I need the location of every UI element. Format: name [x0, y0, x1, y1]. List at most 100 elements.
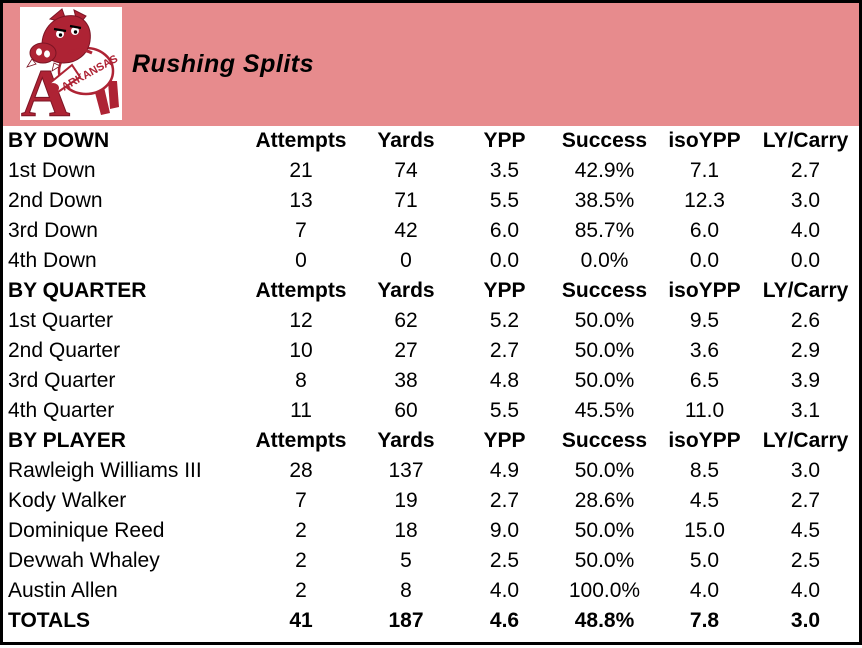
table-row: Austin Allen 2 8 4.0 100.0% 4.0 4.0 [3, 576, 859, 606]
row-label: 1st Down [8, 159, 96, 182]
cell-isoypp: 11.0 [684, 399, 725, 422]
cell-ypp: 2.7 [489, 489, 520, 512]
column-header-yards: Yards [377, 129, 435, 152]
cell-ly-carry: 3.9 [790, 369, 821, 392]
cell-success: 50.0% [574, 549, 635, 572]
cell-yards: 0 [400, 249, 412, 272]
cell-success: 85.7% [574, 219, 635, 242]
cell-yards: 18 [394, 519, 418, 542]
cell-success: 50.0% [574, 339, 635, 362]
column-header-attempts: Attempts [255, 429, 347, 452]
cell-yards: 19 [394, 489, 418, 512]
cell-attempts: 21 [289, 159, 313, 182]
row-label: Kody Walker [8, 489, 127, 512]
cell-isoypp: 4.0 [689, 579, 720, 602]
totals-ly-carry: 3.0 [790, 609, 821, 632]
cell-yards: 42 [394, 219, 418, 242]
row-label: Dominique Reed [8, 519, 165, 542]
cell-yards: 71 [394, 189, 418, 212]
column-header-ly-carry: LY/Carry [762, 429, 849, 452]
table-row: 1st Down 21 74 3.5 42.9% 7.1 2.7 [3, 156, 859, 186]
column-header-success: Success [561, 279, 648, 302]
totals-attempts: 41 [289, 609, 313, 632]
section-header-row: BY DOWN Attempts Yards YPP Success isoYPP LY/C… [3, 126, 859, 156]
row-label: Devwah Whaley [8, 549, 160, 572]
cell-success: 42.9% [574, 159, 635, 182]
rushing-splits-table: BY DOWN Attempts Yards YPP Success isoYPP LY/C… [3, 126, 859, 636]
cell-yards: 5 [400, 549, 412, 572]
column-header-isoypp: isoYPP [668, 429, 741, 452]
totals-ypp: 4.6 [489, 609, 520, 632]
cell-isoypp: 3.6 [689, 339, 720, 362]
totals-row: TOTALS 41 187 4.6 48.8% 7.8 3.0 [3, 606, 859, 636]
cell-success: 0.0% [580, 249, 629, 272]
totals-yards: 187 [388, 609, 424, 632]
section-label: BY QUARTER [8, 279, 147, 302]
cell-attempts: 13 [289, 189, 313, 212]
cell-isoypp: 8.5 [689, 459, 720, 482]
cell-yards: 62 [394, 309, 418, 332]
row-label: Austin Allen [8, 579, 118, 602]
cell-ypp: 2.7 [489, 339, 520, 362]
column-header-yards: Yards [377, 279, 435, 302]
cell-attempts: 7 [295, 219, 307, 242]
cell-isoypp: 7.1 [689, 159, 720, 182]
cell-yards: 8 [400, 579, 412, 602]
cell-isoypp: 6.0 [689, 219, 720, 242]
header-band: A ARKANSAS [3, 3, 859, 132]
cell-yards: 60 [394, 399, 418, 422]
cell-attempts: 28 [289, 459, 313, 482]
cell-isoypp: 9.5 [689, 309, 720, 332]
table-row: 4th Down 0 0 0.0 0.0% 0.0 0.0 [3, 246, 859, 276]
row-label: 4th Down [8, 249, 97, 272]
cell-success: 38.5% [574, 189, 635, 212]
cell-ly-carry: 3.0 [790, 459, 821, 482]
row-label: 2nd Quarter [8, 339, 121, 362]
cell-isoypp: 0.0 [689, 249, 720, 272]
totals-isoypp: 7.8 [689, 609, 720, 632]
cell-ypp: 6.0 [489, 219, 520, 242]
cell-ly-carry: 4.0 [790, 219, 821, 242]
table-row: 2nd Quarter 10 27 2.7 50.0% 3.6 2.9 [3, 336, 859, 366]
cell-yards: 38 [394, 369, 418, 392]
row-label: 4th Quarter [8, 399, 115, 422]
cell-attempts: 2 [295, 549, 307, 572]
row-label: Rawleigh Williams III [8, 459, 202, 482]
cell-attempts: 0 [295, 249, 307, 272]
cell-ypp: 5.5 [489, 189, 520, 212]
row-label: 3rd Down [8, 219, 98, 242]
cell-ypp: 5.5 [489, 399, 520, 422]
cell-attempts: 8 [295, 369, 307, 392]
cell-success: 100.0% [568, 579, 641, 602]
column-header-ypp: YPP [483, 279, 526, 302]
section-header-row: BY QUARTER Attempts Yards YPP Success isoYPP L… [3, 276, 859, 306]
cell-ypp: 0.0 [489, 249, 520, 272]
cell-ly-carry: 2.6 [790, 309, 821, 332]
cell-success: 45.5% [574, 399, 635, 422]
cell-isoypp: 12.3 [684, 189, 725, 212]
table-row: Dominique Reed 2 18 9.0 50.0% 15.0 4.5 [3, 516, 859, 546]
cell-yards: 27 [394, 339, 418, 362]
row-label: 1st Quarter [8, 309, 114, 332]
cell-ypp: 2.5 [489, 549, 520, 572]
cell-ypp: 4.9 [489, 459, 520, 482]
column-header-success: Success [561, 129, 648, 152]
table-row: 3rd Quarter 8 38 4.8 50.0% 6.5 3.9 [3, 366, 859, 396]
cell-ly-carry: 2.7 [790, 159, 821, 182]
cell-attempts: 12 [289, 309, 313, 332]
cell-ly-carry: 2.7 [790, 489, 821, 512]
cell-success: 28.6% [574, 489, 635, 512]
cell-isoypp: 4.5 [689, 489, 720, 512]
cell-ypp: 3.5 [489, 159, 520, 182]
cell-yards: 137 [388, 459, 424, 482]
cell-ly-carry: 3.0 [790, 189, 821, 212]
column-header-success: Success [561, 429, 648, 452]
column-header-isoypp: isoYPP [668, 129, 741, 152]
cell-success: 50.0% [574, 309, 635, 332]
totals-label: TOTALS [8, 609, 91, 632]
column-header-ly-carry: LY/Carry [762, 129, 849, 152]
cell-ypp: 9.0 [489, 519, 520, 542]
section-label: BY PLAYER [8, 429, 126, 452]
totals-success: 48.8% [574, 609, 635, 632]
cell-attempts: 7 [295, 489, 307, 512]
